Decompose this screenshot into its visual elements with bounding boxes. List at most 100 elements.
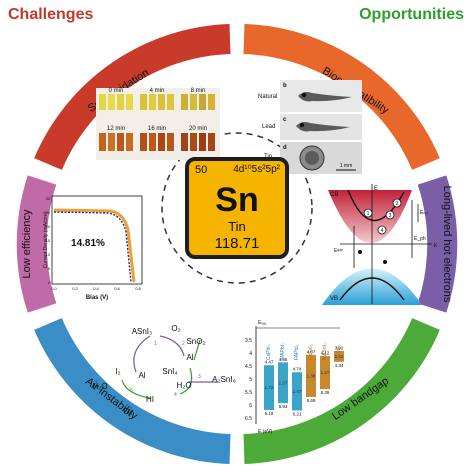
band-gap-value: 1.38 — [307, 373, 316, 378]
jv-y-tick-0: 0 — [48, 280, 51, 285]
fish-natural — [298, 92, 352, 102]
hot-egap-label: Eᵍᵃᵖ — [334, 248, 343, 254]
vial-time-20: 20 min — [189, 126, 207, 132]
jv-y-tick-30: 30 — [46, 196, 51, 201]
hot-k-axis: k — [434, 243, 438, 249]
hot-step-3: 3 — [389, 213, 392, 219]
species-o2-bottom: O₂ — [123, 407, 132, 416]
hot-ehot-label: Eₕₒₜ — [420, 210, 429, 216]
cycle-step-1: 1 — [154, 341, 157, 347]
band-material-label: FAPbI₃ — [294, 344, 300, 360]
element-symbol: Sn — [215, 181, 259, 219]
species-hi: HI — [146, 395, 154, 404]
sn-element-tile: 50 4d¹⁰5s²5p² Sn Tin 118.71 — [185, 157, 289, 259]
band-gap-value: 1.57 — [279, 380, 288, 385]
band-vb-value: 5.69 — [307, 398, 316, 403]
band-cb-value: 4.07 — [307, 349, 316, 354]
vial-time-4: 4 min — [150, 88, 165, 94]
band-bar — [278, 362, 288, 404]
band-bar — [320, 356, 330, 390]
cycle-step-2: 2 — [182, 341, 185, 347]
species-o2-top: O₂ — [171, 324, 180, 333]
jv-x-tick-1: 0.2 — [72, 286, 78, 291]
band-gap-value: 1.47 — [293, 389, 302, 394]
band-gap-value: 1.42 — [335, 354, 344, 359]
hot-step-4: 4 — [381, 228, 384, 234]
band-cb-value: 4.74 — [293, 367, 302, 372]
hot-cb-label: CB — [330, 192, 338, 198]
band-y-tick: 4 — [249, 351, 252, 357]
vial-time-16: 16 min — [148, 126, 166, 132]
arc-low-efficiency — [16, 175, 57, 313]
jv-y-tick-20: 20 — [46, 224, 51, 229]
jv-y-tick-5: 5 — [48, 266, 51, 271]
band-bar — [292, 372, 302, 411]
cycle-step-4: 4 — [174, 392, 177, 398]
jv-efficiency: 14.81% — [71, 238, 105, 249]
arc-biocompatibility — [243, 24, 440, 171]
vial-time-8: 8 min — [191, 88, 206, 94]
species-sno2: SnO₂ — [186, 337, 205, 346]
jv-x-tick-3: 0.6 — [114, 286, 120, 291]
band-y-tick: 5 — [249, 377, 252, 383]
band-gap-value: 1.72 — [265, 385, 274, 390]
electron-config: 4d¹⁰5s²5p² — [233, 164, 280, 175]
jv-x-tick-2: 0.4 — [93, 286, 99, 291]
label-low-efficiency: Low efficiency — [21, 209, 33, 278]
species-al-right: Al — [186, 353, 193, 362]
band-bar — [334, 350, 344, 362]
jv-xlabel: Bias (V) — [86, 295, 108, 301]
band-y-ticks: 3.5 4 4.5 5 5.5 6 6.5 — [245, 338, 252, 422]
band-cb-value: 4.12 — [321, 351, 330, 356]
jv-curve-reverse — [53, 211, 132, 283]
band-material-label: MASnI₃ — [322, 343, 328, 360]
band-material-label: CsPbI₃ — [266, 344, 272, 360]
hot-eph-label: E_ph — [414, 236, 426, 242]
band-axis-label: E (eV) — [258, 429, 273, 435]
atomic-number: 50 — [195, 164, 208, 176]
species-sni4: SnI₄ — [162, 367, 177, 376]
zebrafish-panel — [280, 80, 362, 174]
species-a2sni6: A₂SnI₆ — [212, 375, 236, 384]
band-vb-value: 5.39 — [321, 390, 330, 395]
band-y-tick: 4.5 — [245, 364, 252, 370]
fish-label-natural: Natural — [258, 94, 277, 100]
hot-e-axis: E — [374, 186, 378, 192]
band-material-label: MAPbI₃ — [280, 343, 286, 360]
species-al-left: Al — [138, 371, 145, 380]
element-name: Tin — [228, 219, 246, 234]
species-h2o-right: H₂O — [176, 381, 191, 390]
band-cb-value: 4.47 — [265, 360, 274, 365]
band-cb-value: 4.36 — [279, 357, 288, 362]
band-material-label: CsSnI₃ — [308, 344, 314, 360]
jv-y-tick-25: 25 — [46, 210, 51, 215]
opportunities-header: Opportunities — [359, 6, 464, 23]
band-chart — [255, 326, 340, 424]
jv-y-tick-10: 10 — [46, 252, 51, 257]
fish-panel-c: c — [283, 117, 287, 123]
arc-low-bandgap — [243, 317, 440, 464]
band-y-tick: 3.5 — [245, 338, 252, 344]
jv-x-tick-4: 0.8 — [135, 286, 141, 291]
band-vac-label: Eᵥₐ꜀ — [258, 320, 267, 326]
hot-step-2: 2 — [396, 201, 399, 207]
oxidation-cycle — [121, 335, 218, 399]
vials-photo — [96, 88, 220, 160]
challenges-header: Challenges — [8, 6, 94, 23]
cycle-step-3: 3 — [198, 374, 201, 380]
label-long-lived: Long-lived hot electrons — [441, 186, 453, 303]
atomic-mass: 118.71 — [214, 235, 260, 252]
band-gap-value: 1.27 — [321, 370, 330, 375]
arc-air-instability — [34, 317, 231, 464]
jv-ylabel: Current Density (mA/cm²) — [43, 211, 49, 268]
band-cb-value: 3.92 — [335, 345, 344, 350]
jv-y-tick-15: 15 — [46, 238, 51, 243]
fish-lead — [296, 122, 350, 132]
band-bar — [264, 365, 274, 410]
vial-time-12: 12 min — [107, 126, 125, 132]
hot-step-1: 1 — [367, 211, 370, 217]
cycle-step-5: 5 — [130, 388, 133, 394]
